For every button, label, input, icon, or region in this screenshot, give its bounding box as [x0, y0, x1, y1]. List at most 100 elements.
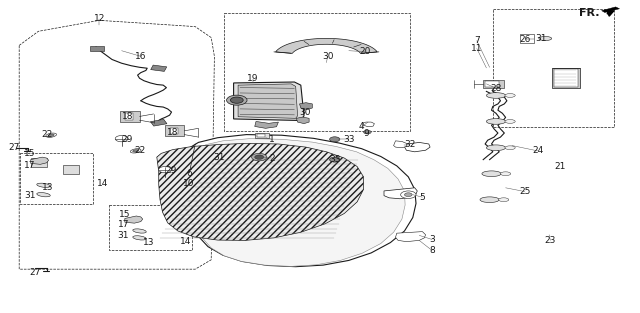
Text: 15: 15	[24, 149, 36, 158]
Circle shape	[227, 95, 247, 105]
Text: 9: 9	[364, 129, 369, 137]
Text: 10: 10	[183, 179, 195, 187]
Text: 30: 30	[300, 108, 311, 117]
Ellipse shape	[36, 192, 51, 197]
Polygon shape	[394, 141, 406, 148]
Text: 26: 26	[519, 35, 531, 44]
Circle shape	[252, 153, 267, 161]
Text: 22: 22	[134, 146, 145, 155]
Polygon shape	[157, 143, 364, 240]
Text: 18: 18	[122, 112, 134, 121]
Ellipse shape	[132, 236, 147, 240]
Text: 18: 18	[167, 128, 179, 136]
Polygon shape	[276, 38, 377, 53]
Ellipse shape	[132, 150, 139, 152]
Circle shape	[330, 137, 340, 142]
Polygon shape	[125, 216, 143, 223]
Text: 19: 19	[247, 74, 259, 83]
Text: 17: 17	[24, 162, 36, 170]
Ellipse shape	[132, 229, 147, 233]
Text: 31: 31	[213, 153, 225, 162]
Text: 31: 31	[118, 231, 129, 240]
Circle shape	[364, 130, 371, 134]
Ellipse shape	[500, 172, 511, 176]
Bar	[483, 80, 504, 88]
Text: 32: 32	[404, 140, 415, 149]
Polygon shape	[296, 117, 309, 124]
Polygon shape	[238, 84, 298, 118]
Text: 33: 33	[343, 135, 355, 144]
Bar	[554, 69, 578, 87]
Text: 15: 15	[119, 210, 131, 219]
Bar	[170, 128, 178, 134]
Circle shape	[159, 167, 172, 173]
Ellipse shape	[46, 133, 56, 137]
Polygon shape	[191, 135, 416, 267]
Text: FR.: FR.	[579, 8, 599, 18]
Text: 13: 13	[42, 183, 53, 192]
Circle shape	[230, 97, 243, 103]
Ellipse shape	[486, 145, 506, 151]
Ellipse shape	[505, 120, 515, 123]
Polygon shape	[150, 65, 167, 71]
Polygon shape	[403, 142, 430, 152]
Text: 7: 7	[474, 36, 479, 45]
Bar	[485, 81, 499, 87]
Polygon shape	[300, 103, 312, 110]
Text: 22: 22	[42, 130, 53, 139]
Polygon shape	[396, 232, 426, 242]
Text: 14: 14	[97, 179, 108, 187]
Circle shape	[404, 193, 412, 197]
Circle shape	[330, 157, 340, 162]
Polygon shape	[234, 82, 304, 121]
Text: 31: 31	[535, 34, 547, 43]
Polygon shape	[31, 158, 47, 167]
Text: 25: 25	[519, 187, 531, 196]
Text: 23: 23	[545, 236, 556, 245]
Text: 4: 4	[359, 122, 364, 131]
Polygon shape	[255, 121, 278, 128]
Ellipse shape	[480, 197, 499, 203]
Text: 2: 2	[269, 154, 275, 162]
Bar	[165, 125, 184, 136]
Text: 24: 24	[532, 146, 543, 155]
Text: 27: 27	[29, 268, 41, 277]
Ellipse shape	[36, 183, 51, 187]
Text: 31: 31	[24, 191, 36, 200]
Polygon shape	[90, 46, 104, 51]
Bar	[120, 111, 140, 122]
Circle shape	[255, 155, 264, 159]
Text: 16: 16	[135, 52, 147, 61]
Ellipse shape	[505, 146, 515, 150]
Text: 28: 28	[490, 84, 502, 93]
Ellipse shape	[499, 198, 509, 202]
Text: 11: 11	[471, 44, 483, 53]
Text: 13: 13	[143, 238, 154, 247]
Polygon shape	[150, 119, 167, 126]
Text: 20: 20	[359, 47, 371, 56]
Bar	[552, 68, 580, 88]
Text: 14: 14	[180, 237, 191, 246]
Text: 33: 33	[330, 155, 341, 164]
Polygon shape	[31, 157, 49, 164]
Polygon shape	[602, 7, 620, 13]
Ellipse shape	[486, 119, 506, 124]
Text: 3: 3	[429, 235, 435, 244]
Text: 5: 5	[420, 193, 425, 202]
Text: 6: 6	[186, 169, 191, 178]
Text: 21: 21	[554, 162, 566, 171]
Text: 1: 1	[269, 135, 275, 144]
Text: 8: 8	[429, 246, 435, 255]
Ellipse shape	[505, 94, 515, 97]
Text: 27: 27	[8, 143, 20, 151]
Text: 12: 12	[93, 14, 105, 23]
Polygon shape	[364, 122, 374, 127]
Bar	[257, 134, 265, 137]
Bar	[125, 113, 133, 120]
Polygon shape	[384, 188, 417, 199]
Circle shape	[401, 191, 416, 198]
Text: 29: 29	[165, 166, 177, 175]
Ellipse shape	[539, 37, 552, 41]
Bar	[520, 34, 534, 43]
Ellipse shape	[48, 134, 54, 136]
